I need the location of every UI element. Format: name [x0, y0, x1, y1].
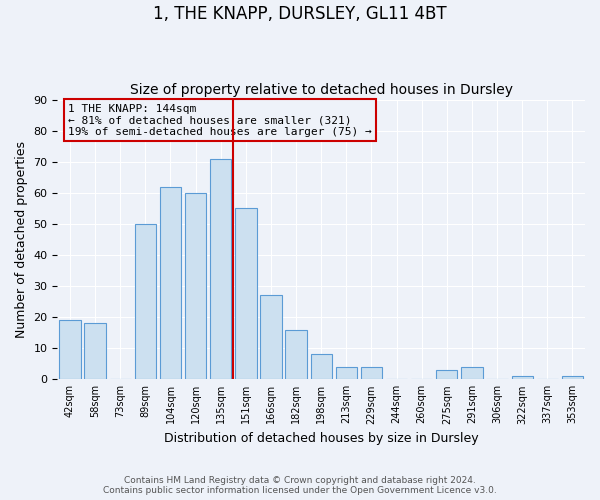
Bar	[185, 193, 206, 380]
Bar	[134, 224, 156, 380]
Bar	[361, 367, 382, 380]
Y-axis label: Number of detached properties: Number of detached properties	[15, 141, 28, 338]
Bar	[436, 370, 457, 380]
Text: 1, THE KNAPP, DURSLEY, GL11 4BT: 1, THE KNAPP, DURSLEY, GL11 4BT	[153, 5, 447, 23]
Bar	[562, 376, 583, 380]
Bar	[235, 208, 257, 380]
Bar	[461, 367, 482, 380]
Bar	[160, 186, 181, 380]
Bar	[286, 330, 307, 380]
X-axis label: Distribution of detached houses by size in Dursley: Distribution of detached houses by size …	[164, 432, 479, 445]
Bar	[512, 376, 533, 380]
Text: Contains HM Land Registry data © Crown copyright and database right 2024.
Contai: Contains HM Land Registry data © Crown c…	[103, 476, 497, 495]
Bar	[85, 324, 106, 380]
Bar	[210, 158, 232, 380]
Bar	[335, 367, 357, 380]
Title: Size of property relative to detached houses in Dursley: Size of property relative to detached ho…	[130, 83, 513, 97]
Bar	[260, 296, 281, 380]
Text: 1 THE KNAPP: 144sqm
← 81% of detached houses are smaller (321)
19% of semi-detac: 1 THE KNAPP: 144sqm ← 81% of detached ho…	[68, 104, 372, 137]
Bar	[311, 354, 332, 380]
Bar	[59, 320, 80, 380]
